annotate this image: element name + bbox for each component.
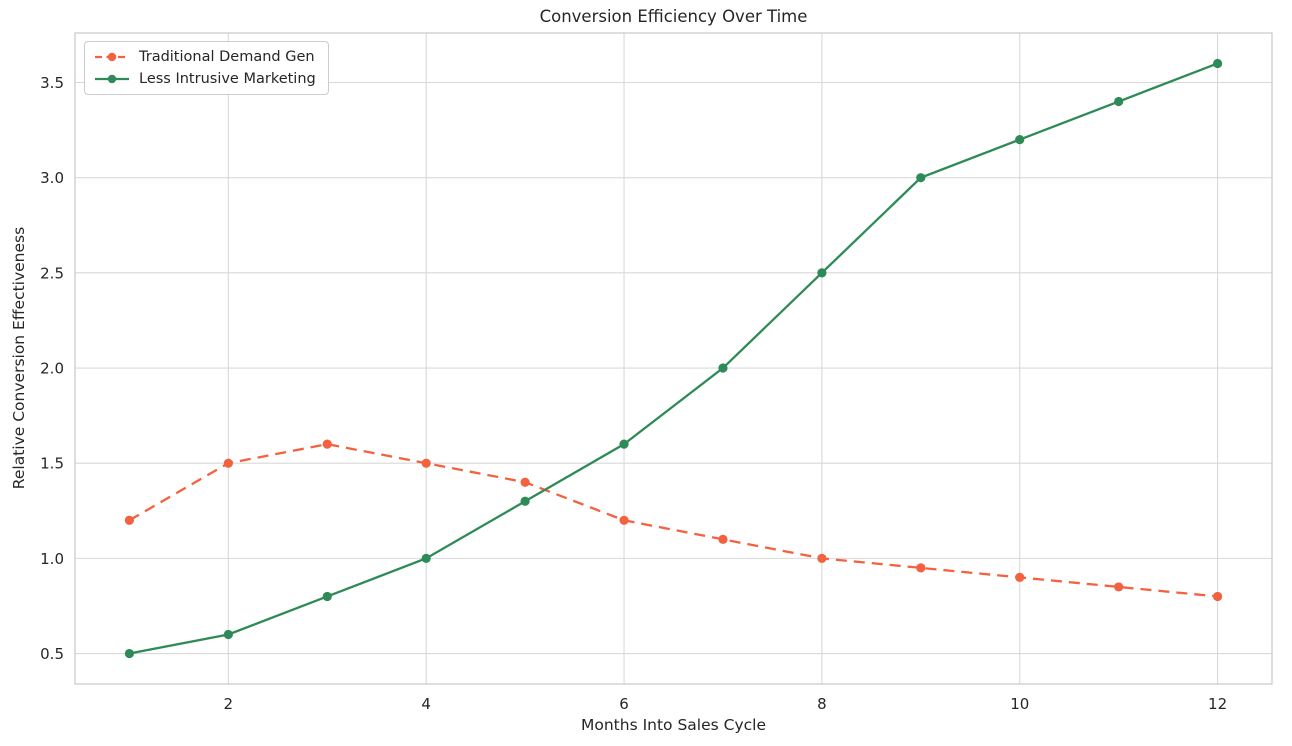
series-marker <box>718 534 728 544</box>
y-axis-label: Relative Conversion Effectiveness <box>10 226 28 490</box>
series-marker <box>223 458 233 468</box>
series-marker <box>520 477 530 487</box>
series-marker <box>916 563 926 573</box>
series-marker <box>817 268 827 278</box>
series-line-1 <box>129 62 1219 655</box>
series-marker <box>916 173 926 183</box>
series-marker <box>718 363 728 373</box>
chart-title: Conversion Efficiency Over Time <box>539 7 808 26</box>
series-marker <box>322 591 332 602</box>
dashed-line-marker-icon <box>95 52 129 62</box>
series-marker <box>124 515 135 525</box>
y-tick-label: 0.5 <box>40 645 64 663</box>
legend-label: Less Intrusive Marketing <box>139 71 316 87</box>
x-tick-label: 4 <box>421 695 431 713</box>
series-marker <box>1015 572 1025 583</box>
series-line-0 <box>128 442 1218 598</box>
series-marker <box>1114 582 1124 592</box>
x-tick-label: 10 <box>1010 695 1029 713</box>
series-marker <box>1212 58 1223 69</box>
x-tick-label: 6 <box>619 695 629 713</box>
y-tick-label: 3.5 <box>40 74 64 92</box>
series-marker <box>421 553 431 563</box>
series-marker <box>817 553 827 563</box>
series-marker <box>1114 96 1124 107</box>
y-tick-label: 1.0 <box>40 550 64 568</box>
y-tick-label: 1.5 <box>40 455 64 473</box>
series-marker <box>421 458 431 468</box>
legend-label: Traditional Demand Gen <box>139 49 315 65</box>
x-tick-label: 8 <box>817 695 827 713</box>
solid-line-marker-icon <box>95 74 129 84</box>
legend-entry-less-intrusive-marketing: Less Intrusive Marketing <box>94 71 316 87</box>
legend: Traditional Demand Gen Less Intrusive Ma… <box>84 41 329 95</box>
y-tick-label: 2.0 <box>40 360 64 378</box>
x-axis-label: Months Into Sales Cycle <box>580 716 766 734</box>
x-tick-label: 2 <box>224 695 234 713</box>
series-marker <box>322 439 332 449</box>
series-marker <box>124 648 135 659</box>
x-tick-label: 12 <box>1208 695 1227 713</box>
series-marker <box>223 629 233 640</box>
legend-entry-traditional-demand-gen: Traditional Demand Gen <box>94 49 316 65</box>
series-marker <box>1212 591 1223 602</box>
y-tick-label: 3.0 <box>40 169 64 187</box>
series-marker <box>619 439 629 449</box>
series-marker <box>1015 134 1025 145</box>
plot-border <box>74 32 1273 685</box>
series-marker <box>520 496 530 506</box>
y-tick-label: 2.5 <box>40 264 64 282</box>
series-marker <box>619 515 629 525</box>
